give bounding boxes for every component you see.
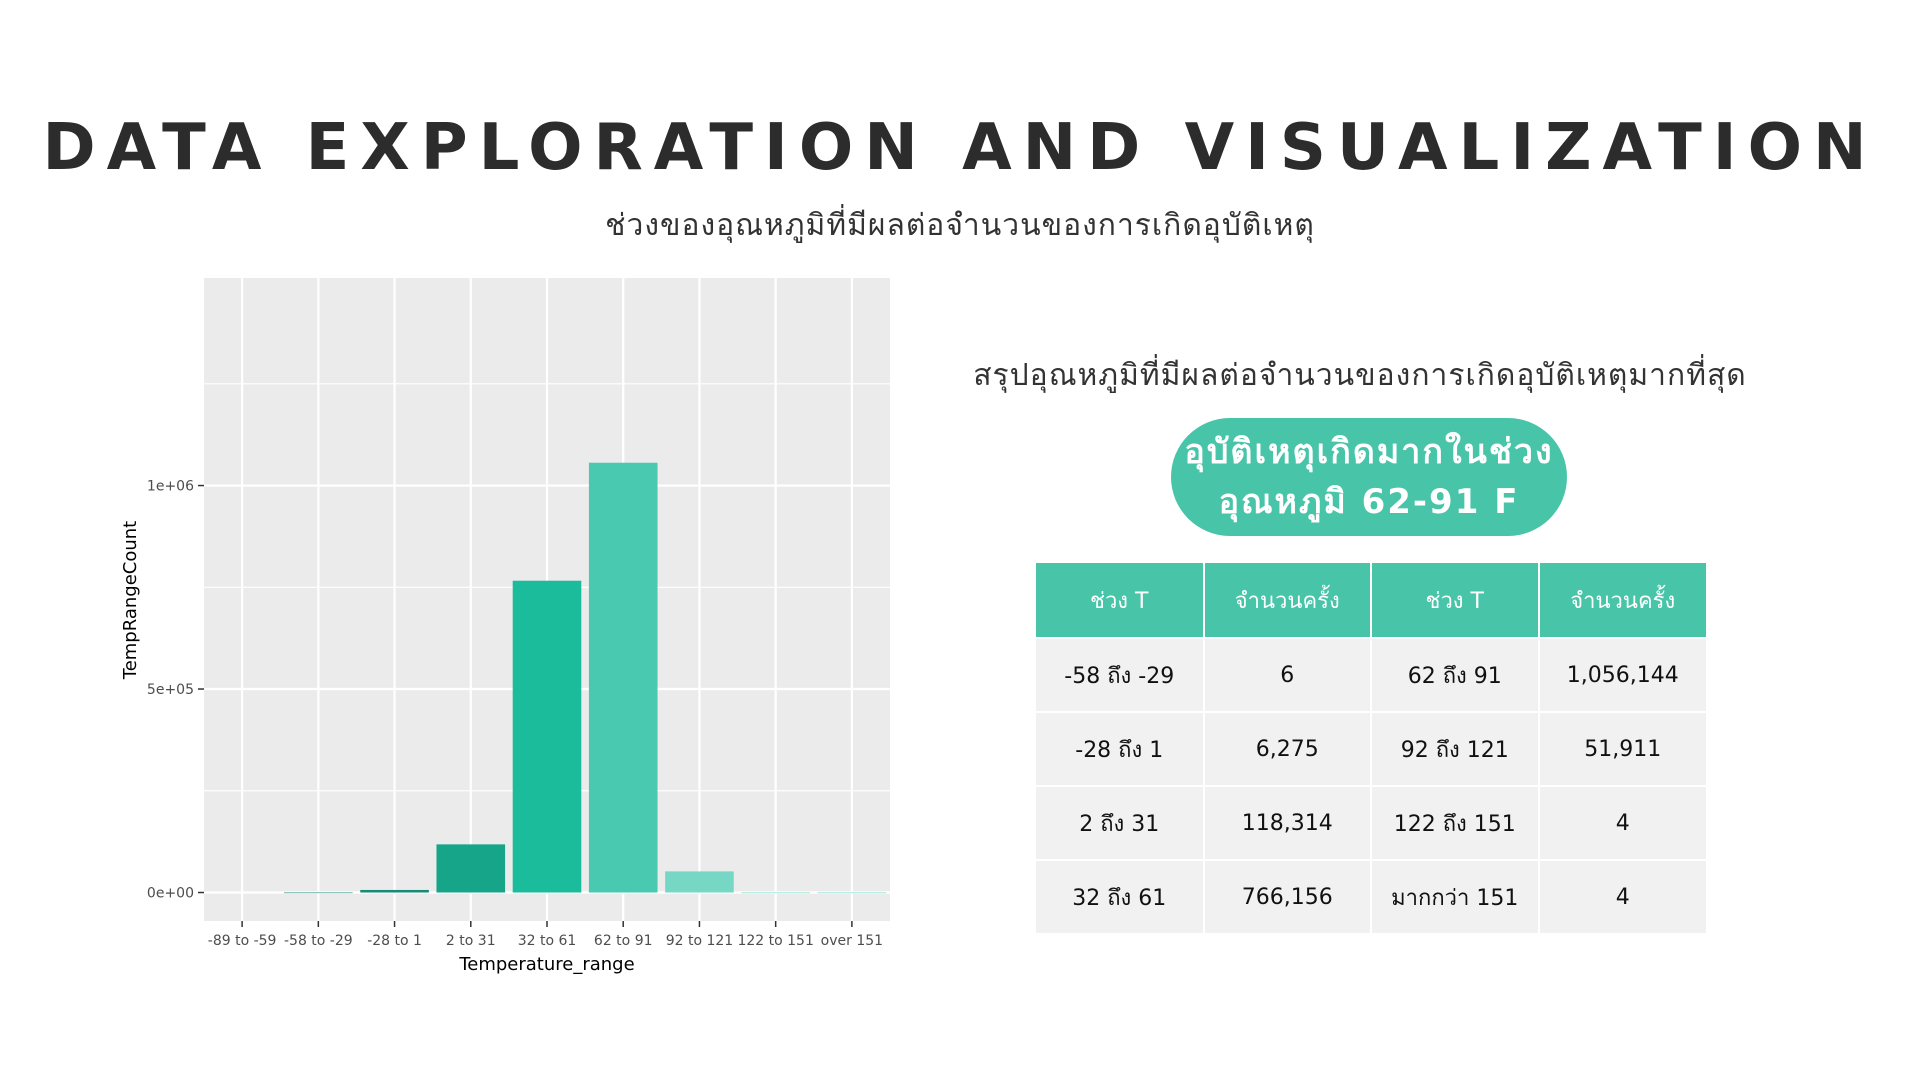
x-tick-label: -58 to -29 [284, 933, 353, 949]
chart-bar [436, 844, 506, 893]
table-cell: 6,275 [1203, 712, 1372, 787]
table-cell: 1,056,144 [1538, 638, 1706, 713]
chart-bar [741, 892, 810, 894]
x-tick-label: -89 to -59 [208, 933, 277, 949]
header-range-2: ช่วง T [1371, 563, 1540, 639]
table-row: 2 ถึง 31 118,314 122 ถึง 151 4 [1036, 786, 1706, 861]
summary-heading: สรุปอุณหภูมิที่มีผลต่อจำนวนของการเกิดอุบ… [973, 358, 1747, 393]
table-cell: 4 [1538, 860, 1706, 935]
x-tick-label: 62 to 91 [594, 933, 653, 949]
header-range-1: ช่วง T [1036, 563, 1205, 639]
x-tick-label: 2 to 31 [446, 933, 496, 949]
y-tick-label: 0e+00 [147, 886, 194, 902]
table-cell: -58 ถึง -29 [1036, 638, 1205, 713]
page-title: DATA EXPLORATION AND VISUALIZATION [42, 111, 1878, 185]
chart-bar [512, 580, 582, 893]
table-row: -28 ถึง 1 6,275 92 ถึง 121 51,911 [1036, 712, 1706, 787]
chart-axes: 0e+00 5e+05 1e+06 -89 to -59 -58 to -29 -28 t… [147, 479, 883, 949]
table-cell: -28 ถึง 1 [1036, 712, 1205, 787]
x-tick-label: 32 to 61 [518, 933, 577, 949]
y-tick-label: 1e+06 [147, 479, 194, 495]
header-count-1: จำนวนครั้ง [1203, 563, 1372, 639]
x-tick-label: over 151 [821, 933, 883, 949]
table-cell: 2 ถึง 31 [1036, 786, 1205, 861]
chart-bar [588, 462, 658, 893]
header-count-2: จำนวนครั้ง [1538, 563, 1706, 639]
table-cell: 92 ถึง 121 [1371, 712, 1540, 787]
chart-bar [360, 889, 429, 893]
table-row: -58 ถึง -29 6 62 ถึง 91 1,056,144 [1036, 638, 1706, 713]
table-cell: 6 [1203, 638, 1372, 713]
temperature-bar-chart: 0e+00 5e+05 1e+06 -89 to -59 -58 to -29 -28 t… [120, 278, 890, 975]
table-cell: 4 [1538, 786, 1706, 861]
table-cell: มากกว่า 151 [1371, 860, 1540, 935]
chart-bar [817, 892, 887, 894]
table-cell: 32 ถึง 61 [1036, 860, 1205, 935]
chart-bars [284, 462, 887, 894]
table-row: 32 ถึง 61 766,156 มากกว่า 151 4 [1036, 860, 1706, 935]
x-tick-label: 122 to 151 [737, 933, 813, 949]
chart-bar [284, 892, 353, 894]
page-subtitle: ช่วงของอุณหภูมิที่มีผลต่อจำนวนของการเกิด… [605, 208, 1315, 243]
table-cell: 118,314 [1203, 786, 1372, 861]
summary-table: ช่วง T จำนวนครั้ง ช่วง T จำนวนครั้ง -58 … [1036, 563, 1706, 935]
table-cell: 766,156 [1203, 860, 1372, 935]
x-tick-label: -28 to 1 [367, 933, 422, 949]
y-tick-label: 5e+05 [147, 682, 194, 698]
x-axis-title: Temperature_range [458, 954, 634, 975]
x-tick-label: 92 to 121 [666, 933, 734, 949]
table-cell: 51,911 [1538, 712, 1706, 787]
table-header-row: ช่วง T จำนวนครั้ง ช่วง T จำนวนครั้ง [1036, 563, 1706, 639]
highlight-line-2: อุณหภูมิ 62-91 F [1218, 482, 1520, 522]
table-cell: 122 ถึง 151 [1371, 786, 1540, 861]
y-axis-title: TempRangeCount [120, 521, 141, 680]
highlight-badge: อุบัติเหตุเกิดมากในช่วง อุณหภูมิ 62-91 F [1171, 418, 1567, 536]
chart-bar [665, 871, 734, 893]
table-cell: 62 ถึง 91 [1371, 638, 1540, 713]
highlight-line-1: อุบัติเหตุเกิดมากในช่วง [1184, 432, 1554, 472]
